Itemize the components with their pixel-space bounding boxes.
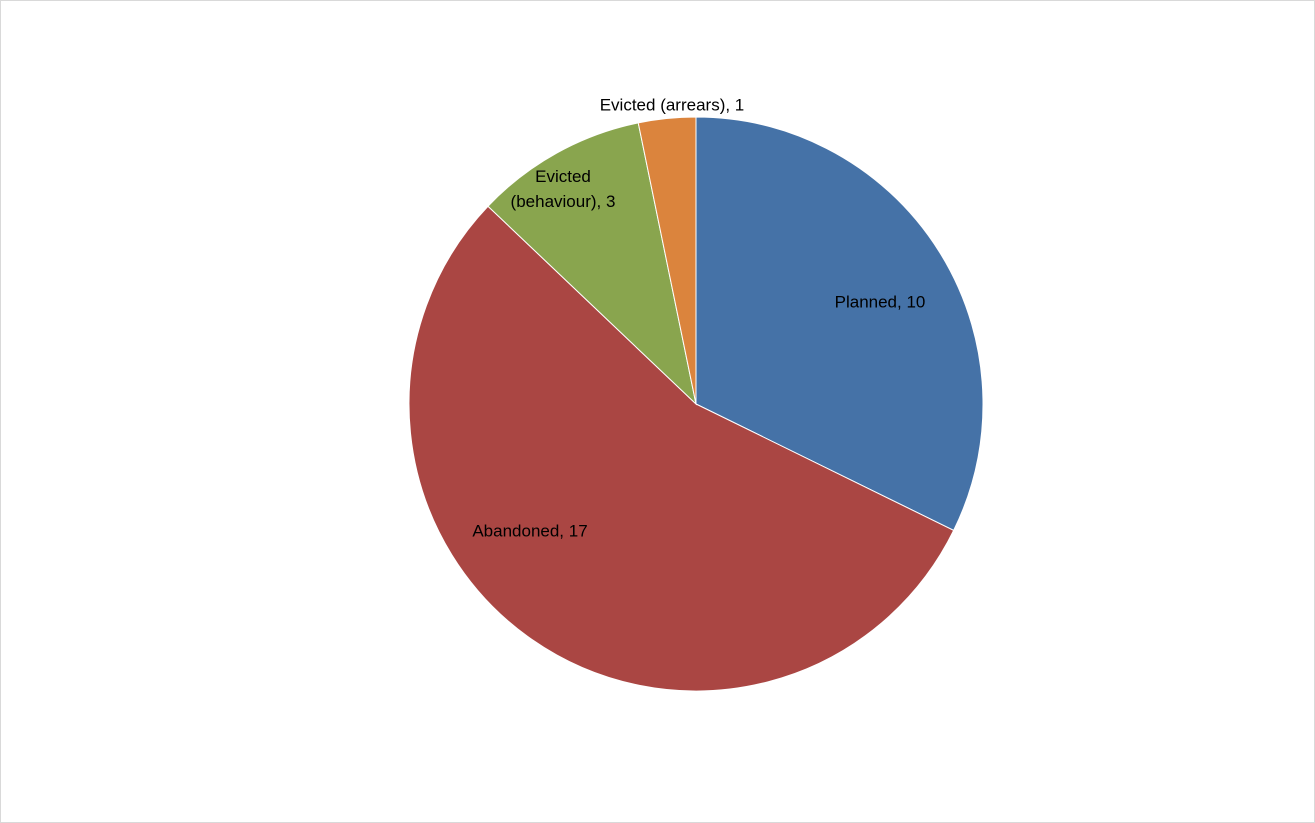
pie-slice-evicted-behaviour	[487, 122, 697, 406]
slice-labels: Planned, 10 Abandoned, 17 Evicted (behaviou…	[472, 95, 925, 540]
pie-slice-evicted-arrears	[637, 116, 697, 405]
pie-slice-abandoned	[408, 205, 955, 692]
slice-label-evicted-behaviour: Evicted (behaviour), 3	[511, 167, 616, 211]
slice-label-line: Evicted	[535, 167, 591, 186]
pie-slices	[408, 116, 984, 692]
slice-label-abandoned: Abandoned, 17	[472, 521, 587, 540]
slice-label-line: Planned, 10	[835, 292, 926, 311]
pie-slice-planned	[695, 116, 984, 532]
slice-label-evicted-arrears: Evicted (arrears), 1	[600, 95, 745, 114]
slice-label-line: Abandoned, 17	[472, 521, 587, 540]
slice-label-planned: Planned, 10	[835, 292, 926, 311]
slice-label-line: Evicted (arrears), 1	[600, 95, 745, 114]
slice-label-line: (behaviour), 3	[511, 192, 616, 211]
